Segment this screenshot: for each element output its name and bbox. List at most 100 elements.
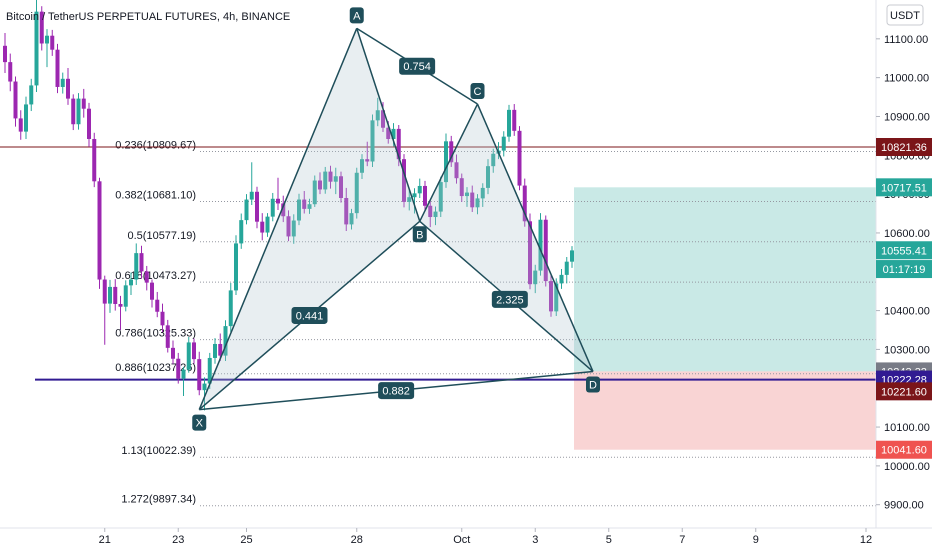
- candle-body: [543, 219, 548, 282]
- candle-body: [564, 261, 569, 275]
- candle-body: [150, 282, 154, 300]
- candle-body: [470, 192, 475, 208]
- candle-body: [433, 211, 438, 218]
- currency-button-label[interactable]: USDT: [890, 10, 920, 22]
- time-tick-label: 3: [532, 534, 538, 546]
- candle-body: [302, 199, 307, 209]
- time-tick-label: 5: [606, 534, 612, 546]
- candle-body: [444, 141, 448, 183]
- candle-body: [213, 343, 217, 358]
- candle-body: [8, 62, 13, 82]
- price-tag-label-7: 10041.60: [881, 445, 927, 457]
- fib-label-2: 0.5(10577.19): [128, 230, 197, 242]
- candle-body: [39, 11, 44, 44]
- price-tick-label: 10600.00: [884, 228, 930, 240]
- currency-button[interactable]: USDT: [886, 4, 924, 26]
- pattern-leg-AB: [356, 28, 421, 222]
- price-tag-label-1: 10717.51: [881, 182, 927, 194]
- chart-title: Bitcoin / TetherUS PERPETUAL FUTURES, 4h…: [6, 11, 290, 23]
- ratio-tag-XB: [291, 306, 328, 324]
- candle-body: [391, 128, 396, 139]
- candle-body: [108, 286, 112, 304]
- time-axis[interactable]: 21 23 25 28 Oct 3 5 7 9 12: [0, 527, 932, 546]
- candle-body: [370, 120, 375, 162]
- candle-body: [375, 110, 380, 121]
- candle-body: [18, 118, 23, 132]
- price-tick-label: 10400.00: [884, 306, 930, 318]
- candle-body: [92, 138, 97, 182]
- fib-label-3: 0.618(10473.27): [115, 270, 196, 282]
- horizontal-lines: [0, 146, 876, 381]
- candle-body: [60, 78, 65, 87]
- candle-body: [459, 178, 464, 197]
- candle-body: [218, 343, 223, 356]
- harmonic-pattern[interactable]: 0.754 0.441 2.325 0.882 X A B C D: [192, 7, 600, 431]
- candle-body: [423, 185, 427, 206]
- candle-body: [13, 81, 18, 119]
- candle-body: [249, 191, 254, 200]
- price-tag-3: [876, 260, 932, 279]
- pattern-point-C: [470, 83, 485, 100]
- candle-body: [286, 216, 291, 237]
- candle-body: [512, 109, 517, 131]
- candle-body: [24, 104, 28, 132]
- candle-body: [360, 159, 364, 173]
- candle-body: [134, 253, 139, 280]
- candle-body: [344, 198, 349, 225]
- ratio-tag-AC: [399, 57, 436, 75]
- price-tag-label-6: 10221.60: [881, 386, 927, 398]
- fib-label-4: 0.786(10325.33): [115, 328, 196, 340]
- pattern-triangle-bcd: [419, 104, 593, 372]
- candle-body: [402, 159, 406, 202]
- candle-body: [71, 98, 76, 125]
- candle-body: [239, 220, 244, 244]
- price-tick-label: 9900.00: [884, 500, 924, 512]
- candle-body: [465, 192, 469, 197]
- candle-body: [428, 205, 433, 218]
- candle-body: [407, 197, 412, 202]
- candle-body: [491, 153, 496, 167]
- candle-body: [533, 270, 538, 285]
- pattern-point-A: [349, 7, 364, 24]
- price-tick-label: 10000.00: [884, 461, 930, 473]
- candle-body: [181, 369, 186, 379]
- candle-body: [297, 199, 301, 221]
- fib-label-5: 0.886(10237.26): [115, 362, 196, 374]
- pattern-point-D: [586, 376, 600, 393]
- candle-body: [318, 180, 322, 190]
- candle-body: [554, 283, 559, 312]
- ratio-tag-BD: [491, 290, 528, 308]
- ratio-label-BD: 2.325: [496, 294, 524, 306]
- price-tag-0: [876, 138, 932, 157]
- candle-body: [381, 110, 385, 128]
- candle-body: [339, 176, 343, 198]
- candle-body: [486, 166, 490, 188]
- currency-button-box[interactable]: [886, 4, 924, 26]
- candle-body: [223, 326, 228, 356]
- fib-levels: 0.236(10809.67) 0.382(10681.10) 0.5(10577.…: [115, 140, 876, 507]
- candle-body: [102, 279, 107, 304]
- candle-body: [538, 219, 543, 271]
- position-zones: [574, 187, 876, 450]
- fib-label-7: 1.272(9897.34): [121, 494, 196, 506]
- price-tag-label-2: 10555.41: [881, 245, 927, 257]
- candle-body: [123, 285, 128, 307]
- price-tag-7: [876, 440, 932, 459]
- candle-body: [3, 45, 7, 63]
- time-tick-label: 25: [240, 534, 252, 546]
- pattern-leg-XA: [198, 28, 358, 410]
- price-tag-2: [876, 241, 932, 260]
- candle-body: [507, 109, 511, 137]
- candle-body: [118, 303, 123, 307]
- candle-body: [76, 98, 81, 125]
- candle-body: [323, 171, 328, 190]
- pattern-point-X: [192, 414, 207, 431]
- candle-body: [386, 127, 391, 139]
- candle-body: [276, 198, 280, 204]
- pattern-leg-BC: [419, 103, 479, 222]
- candle-body: [113, 286, 118, 304]
- candle-body: [328, 171, 333, 182]
- price-tag-label-0: 10821.36: [881, 142, 927, 154]
